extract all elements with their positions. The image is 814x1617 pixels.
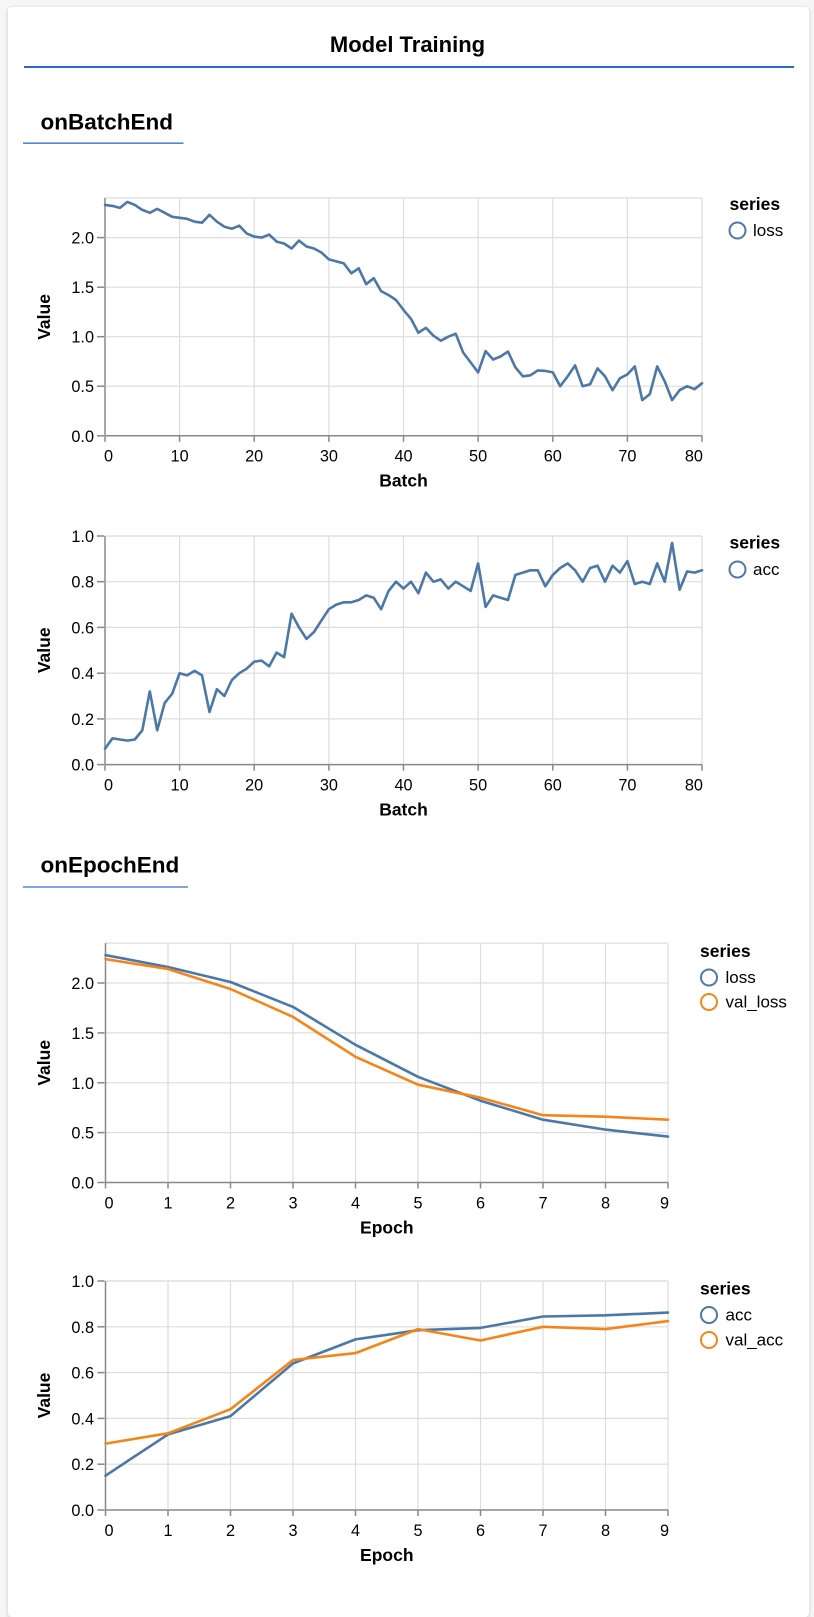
svg-text:40: 40: [394, 777, 412, 795]
svg-text:4: 4: [351, 1522, 360, 1540]
svg-text:val_acc: val_acc: [726, 1331, 784, 1350]
svg-text:Batch: Batch: [379, 800, 428, 820]
svg-text:acc: acc: [726, 1306, 753, 1325]
svg-text:8: 8: [601, 1522, 610, 1540]
svg-text:50: 50: [469, 777, 487, 795]
svg-text:0.6: 0.6: [71, 1365, 94, 1383]
svg-text:0.6: 0.6: [71, 619, 94, 637]
svg-text:1.0: 1.0: [71, 1075, 94, 1093]
svg-text:0.2: 0.2: [71, 711, 94, 729]
svg-text:onEpochEnd: onEpochEnd: [41, 853, 180, 878]
svg-text:80: 80: [685, 448, 703, 466]
svg-text:9: 9: [660, 1522, 669, 1540]
svg-text:7: 7: [538, 1194, 547, 1212]
svg-text:40: 40: [394, 448, 412, 466]
svg-text:1.5: 1.5: [71, 1025, 94, 1043]
svg-text:6: 6: [476, 1522, 485, 1540]
svg-text:0.0: 0.0: [71, 757, 94, 775]
svg-text:1.0: 1.0: [71, 329, 94, 347]
svg-text:series: series: [730, 533, 781, 553]
svg-text:onBatchEnd: onBatchEnd: [41, 110, 174, 135]
svg-text:0: 0: [104, 777, 113, 795]
svg-text:30: 30: [320, 777, 338, 795]
svg-text:1: 1: [163, 1522, 172, 1540]
svg-text:Value: Value: [34, 627, 54, 673]
svg-text:0.2: 0.2: [71, 1456, 94, 1474]
svg-text:4: 4: [351, 1194, 360, 1212]
svg-text:loss: loss: [726, 968, 756, 987]
svg-text:val_loss: val_loss: [726, 993, 787, 1012]
svg-text:Value: Value: [34, 294, 54, 340]
svg-text:80: 80: [685, 777, 703, 795]
svg-text:1.0: 1.0: [71, 1273, 94, 1291]
svg-text:0.0: 0.0: [71, 428, 94, 446]
svg-text:acc: acc: [753, 560, 780, 579]
svg-text:2: 2: [226, 1194, 235, 1212]
svg-text:3: 3: [288, 1194, 297, 1212]
svg-text:0.4: 0.4: [71, 1410, 94, 1428]
svg-text:0.4: 0.4: [71, 665, 94, 683]
svg-text:Batch: Batch: [379, 471, 428, 491]
svg-text:Model Training: Model Training: [330, 32, 485, 57]
svg-text:30: 30: [320, 448, 338, 466]
svg-text:20: 20: [245, 777, 263, 795]
svg-text:1.0: 1.0: [71, 528, 94, 546]
svg-text:0.5: 0.5: [71, 378, 94, 396]
svg-text:0.8: 0.8: [71, 574, 94, 592]
svg-text:loss: loss: [753, 221, 783, 240]
svg-text:5: 5: [413, 1522, 422, 1540]
svg-text:0.8: 0.8: [71, 1319, 94, 1337]
svg-text:70: 70: [618, 448, 636, 466]
svg-text:2.0: 2.0: [71, 230, 94, 248]
svg-text:60: 60: [544, 448, 562, 466]
svg-text:Epoch: Epoch: [360, 1545, 413, 1565]
svg-text:70: 70: [618, 777, 636, 795]
svg-text:Value: Value: [34, 1372, 54, 1418]
svg-text:1: 1: [163, 1194, 172, 1212]
svg-text:8: 8: [601, 1194, 610, 1212]
svg-text:60: 60: [544, 777, 562, 795]
svg-text:Value: Value: [34, 1040, 54, 1086]
svg-text:7: 7: [538, 1522, 547, 1540]
svg-text:0: 0: [105, 1522, 114, 1540]
svg-text:1.5: 1.5: [71, 279, 94, 297]
svg-text:0.0: 0.0: [71, 1502, 94, 1520]
svg-text:2.0: 2.0: [71, 975, 94, 993]
svg-text:0.5: 0.5: [71, 1125, 94, 1143]
svg-text:series: series: [700, 1279, 751, 1299]
svg-text:9: 9: [660, 1194, 669, 1212]
svg-text:0: 0: [104, 448, 113, 466]
svg-text:2: 2: [226, 1522, 235, 1540]
svg-text:5: 5: [413, 1194, 422, 1212]
svg-text:50: 50: [469, 448, 487, 466]
svg-text:6: 6: [476, 1194, 485, 1212]
svg-text:series: series: [700, 941, 751, 961]
svg-text:0.0: 0.0: [71, 1175, 94, 1193]
svg-text:10: 10: [171, 777, 189, 795]
svg-text:3: 3: [288, 1522, 297, 1540]
svg-text:10: 10: [171, 448, 189, 466]
svg-text:series: series: [730, 194, 781, 214]
svg-text:20: 20: [245, 448, 263, 466]
svg-text:Epoch: Epoch: [360, 1217, 413, 1237]
svg-text:0: 0: [105, 1194, 114, 1212]
